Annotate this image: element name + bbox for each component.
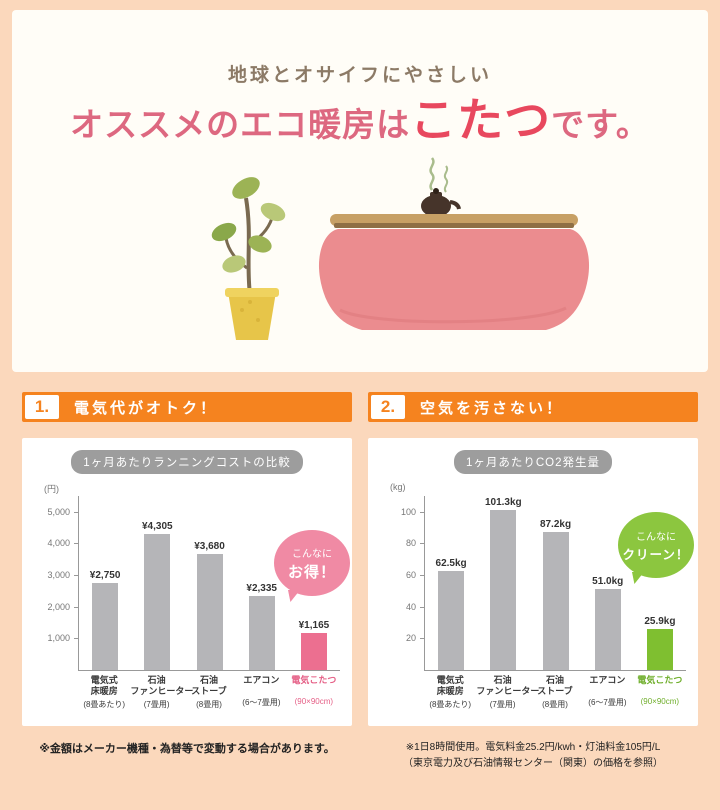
chart-2-title: 1ヶ月あたりCO2発生量	[453, 450, 613, 474]
title-emphasis: こたつ	[410, 95, 552, 146]
bar-2-1	[438, 571, 465, 670]
bar-2-5	[646, 629, 673, 670]
chart-1-bars: ¥2,750 ¥4,305 ¥3,680 ¥2,335 ¥1,165	[79, 496, 340, 670]
chart-1-plot-area: 1,000 2,000 3,000 4,000 5,000 ¥2,750 ¥4,305 ¥3…	[47, 496, 340, 671]
bar-value-label: 101.3kg	[484, 496, 522, 508]
clean-bubble: こんなに クリーン！	[618, 512, 694, 578]
illustration-svg	[211, 157, 590, 341]
x-axis-label: 電気こたつ (90×90cm)	[291, 675, 337, 706]
footnote-co2: ※1日8時間使用。電気料金25.2円/kwh・灯油料金105円/L （東京電力及…	[368, 740, 698, 771]
cost-chart-panel: 1ヶ月あたりランニングコストの比較 (円) 1,000 2,000 3,000 4,0…	[22, 438, 352, 726]
x-axis-label: 石油 ストーブ (8畳用)	[537, 675, 573, 709]
section-1-number: 1.	[25, 395, 59, 419]
kotatsu-illustration	[318, 157, 590, 331]
x-axis-label: エアコン (6～7畳用)	[242, 675, 281, 707]
kotatsu-blanket	[318, 229, 590, 331]
savings-bubble: こんなに お得！	[274, 530, 350, 596]
chart-2-x-axis-labels: 電気式 床暖房 (8畳あたり) 石油 ファンヒーター (7畳用) 石油 ストーブ (8畳用) エア…	[424, 675, 686, 710]
bar-2-4	[594, 589, 621, 670]
chart-1-plot-wrap: (円) 1,000 2,000 3,000 4,000 5,000 ¥2,750 ¥4,3…	[34, 480, 340, 710]
footnote-co2-line1: ※1日8時間使用。電気料金25.2円/kwh・灯油料金105円/L	[405, 742, 661, 753]
title-pre: オススメのエコ暖房は	[70, 108, 411, 144]
bar-1-2	[144, 533, 171, 670]
x-axis-label: 石油 ファンヒーター (7畳用)	[130, 675, 194, 709]
section-2-number: 2.	[371, 395, 405, 419]
bar-1-5	[300, 633, 327, 670]
kotatsu-scene-illustration	[12, 150, 708, 350]
chart-2-bar-group: 101.3kg	[477, 496, 529, 670]
section-cost: 1. 電気代がオトク！ 1ヶ月あたりランニングコストの比較 (円) 1,000 2…	[22, 392, 352, 771]
section-1-banner: 1. 電気代がオトク！	[22, 392, 352, 422]
chart-1-bar-group: ¥1,165	[288, 496, 340, 670]
bar-2-3	[542, 532, 569, 670]
chart-1-bar-group: ¥2,750	[79, 496, 131, 670]
section-2-banner: 2. 空気を汚さない！	[368, 392, 698, 422]
header-panel: 地球とオサイフにやさしい オススメのエコ暖房はこたつです。	[12, 10, 708, 372]
x-axis-label: エアコン (6～7畳用)	[588, 675, 627, 707]
chart-2-plot-area: 20 40 60 80 100 62.5kg 101.3kg 87.2kg 51.0kg 25.…	[401, 496, 686, 671]
x-axis-label: 電気式 床暖房 (8畳あたり)	[83, 675, 126, 709]
footnote-co2-line2: （東京電力及び石油情報センター（関東）の価格を参照）	[403, 757, 663, 769]
chart-1-bar-group: ¥2,335	[236, 496, 288, 670]
chart-1-y-unit: (円)	[44, 484, 59, 494]
plant-pot	[228, 292, 276, 341]
eco-heating-infographic: 地球とオサイフにやさしい オススメのエコ暖房はこたつです。	[0, 10, 720, 771]
bar-value-label: 62.5kg	[435, 558, 467, 570]
bar-value-label: ¥2,335	[246, 583, 277, 595]
bar-value-label: ¥4,305	[142, 520, 173, 532]
chart-2-bar-group: 25.9kg	[634, 496, 686, 670]
bar-value-label: 51.0kg	[592, 576, 624, 588]
savings-bubble-line2: お得！	[287, 563, 336, 581]
co2-chart-panel: 1ヶ月あたりCO2発生量 (kg) 20 40 60 80 100 62.5kg 101.…	[368, 438, 698, 726]
header-subtitle: 地球とオサイフにやさしい	[227, 65, 492, 86]
charts-row: 1. 電気代がオトク！ 1ヶ月あたりランニングコストの比較 (円) 1,000 2…	[0, 372, 720, 771]
clean-bubble-line2: クリーン！	[622, 547, 690, 562]
bar-2-2	[490, 509, 517, 670]
chart-2-plot-wrap: (kg) 20 40 60 80 100 62.5kg 101.3kg 87.2kg 51.0…	[380, 480, 686, 710]
bar-value-label: ¥2,750	[89, 570, 121, 581]
x-axis-label: 石油 ストーブ (8畳用)	[191, 675, 227, 709]
clean-bubble-line1: こんなに	[636, 531, 676, 543]
chart-1-bar-group: ¥3,680	[183, 496, 235, 670]
section-co2: 2. 空気を汚さない！ 1ヶ月あたりCO2発生量 (kg) 20 40 60 80 10…	[368, 392, 698, 771]
x-axis-label: 電気こたつ (90×90cm)	[637, 675, 683, 706]
teapot-icon	[421, 188, 461, 218]
bar-value-label: 87.2kg	[539, 519, 572, 531]
steam-icon	[429, 157, 435, 191]
bar-1-4	[248, 596, 275, 670]
page-title: オススメのエコ暖房はこたつです。	[12, 93, 708, 148]
chart-2-y-axis: 20 40 60 80 100	[401, 496, 686, 670]
x-axis-label: 電気式 床暖房 (8畳あたり)	[429, 675, 472, 709]
section-1-heading: 電気代がオトク！	[74, 399, 219, 417]
chart-2-bar-group: 62.5kg	[425, 496, 477, 670]
bar-1-3	[196, 553, 223, 670]
chart-2-bars: 62.5kg 101.3kg 87.2kg 51.0kg 25.9kg	[425, 496, 686, 670]
bar-1-1	[92, 583, 119, 670]
savings-bubble-line1: こんなに	[292, 548, 332, 560]
title-post: です。	[551, 108, 650, 144]
chart-1-bar-group: ¥4,305	[131, 496, 183, 670]
plant-illustration	[211, 177, 286, 341]
footnote-cost: ※金額はメーカー機種・為替等で変動する場合があります。	[39, 743, 335, 755]
chart-1-x-axis-labels: 電気式 床暖房 (8畳あたり) 石油 ファンヒーター (7畳用) 石油 ストーブ (8畳用) エア…	[78, 675, 340, 710]
bar-value-label: 25.9kg	[644, 616, 676, 628]
chart-2-y-unit: (kg)	[390, 482, 406, 492]
x-axis-label: 石油 ファンヒーター (7畳用)	[476, 675, 540, 709]
bar-value-label: ¥1,165	[298, 620, 330, 632]
bar-value-label: ¥3,680	[194, 540, 225, 552]
chart-2-bar-group: 51.0kg	[582, 496, 634, 670]
chart-1-title: 1ヶ月あたりランニングコストの比較	[71, 450, 303, 474]
chart-1-y-axis: 1,000 2,000 3,000 4,000 5,000	[47, 496, 340, 670]
section-2-heading: 空気を汚さない！	[420, 399, 565, 417]
chart-2-bar-group: 87.2kg	[529, 496, 581, 670]
